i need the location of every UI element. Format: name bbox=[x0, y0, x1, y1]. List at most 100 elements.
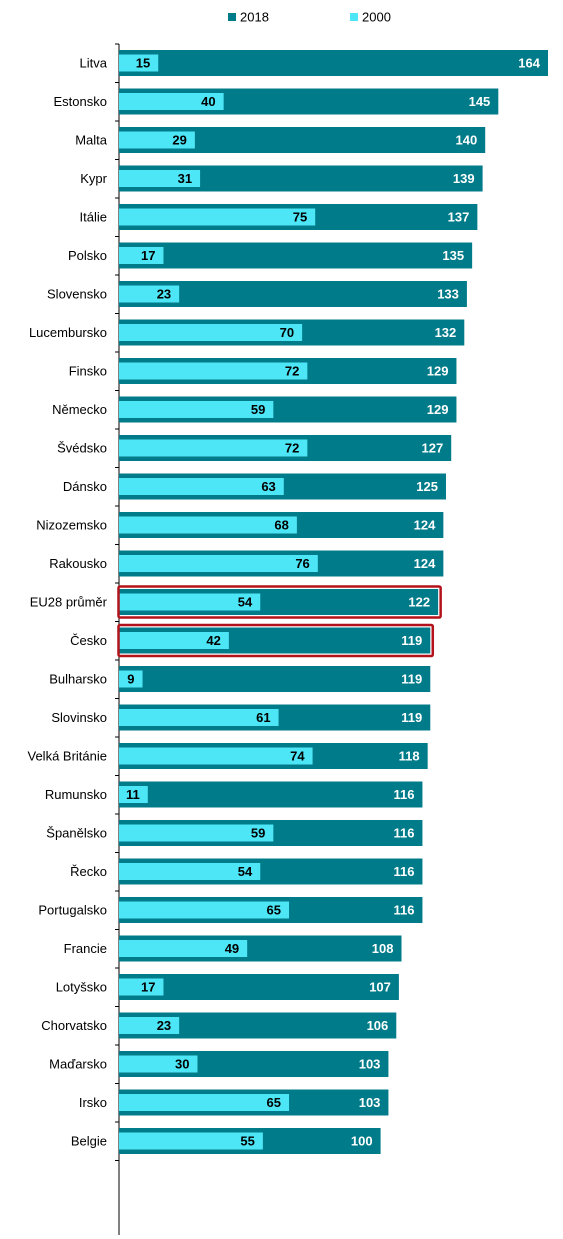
category-label-nemecko: Německo bbox=[52, 402, 107, 417]
category-label-litva: Litva bbox=[80, 56, 108, 71]
bar-2000-irsko bbox=[119, 1094, 290, 1111]
bar-2000-cesko bbox=[119, 632, 229, 649]
bar-2000-nemecko bbox=[119, 401, 274, 418]
highlight-frame-cesko bbox=[117, 623, 435, 658]
value-label-2000-irsko: 65 bbox=[267, 1095, 281, 1110]
value-label-2018-litva: 164 bbox=[518, 56, 540, 71]
value-label-2000-francie: 49 bbox=[225, 941, 239, 956]
value-label-2000-eu28-prumer: 54 bbox=[238, 595, 253, 610]
bars-group: 164 15 145 40 140 29 139 31 137 75 135 17 133 23 132 70… bbox=[119, 50, 548, 1154]
category-label-finsko: Finsko bbox=[69, 364, 107, 379]
highlight-frames bbox=[117, 585, 442, 658]
category-label-francie: Francie bbox=[64, 941, 107, 956]
category-label-velka-britanie: Velká Británie bbox=[28, 749, 108, 764]
value-label-2018-estonsko: 145 bbox=[469, 94, 491, 109]
category-label-cesko: Česko bbox=[70, 633, 107, 648]
value-label-2018-bulharsko: 119 bbox=[401, 672, 422, 687]
legend: 2018 2000 bbox=[228, 10, 391, 25]
value-label-2000-nemecko: 59 bbox=[251, 402, 265, 417]
value-label-2018-recko: 116 bbox=[393, 864, 414, 879]
bar-2000-rakousko bbox=[119, 555, 318, 572]
category-label-italie: Itálie bbox=[80, 210, 107, 225]
value-label-2000-madarsko: 30 bbox=[175, 1057, 189, 1072]
category-label-rakousko: Rakousko bbox=[49, 556, 107, 571]
category-labels: Litva Estonsko Malta Kypr Itálie Polsko Sloven… bbox=[28, 56, 108, 1149]
value-label-2000-bulharsko: 9 bbox=[127, 672, 134, 687]
bar-2000-slovensko bbox=[119, 285, 180, 303]
category-label-lucembursko: Lucembursko bbox=[29, 325, 107, 340]
value-label-2000-chorvatsko: 23 bbox=[157, 1018, 171, 1033]
value-label-2018-portugalsko: 116 bbox=[393, 903, 414, 918]
bar-2018-rumunsko bbox=[119, 781, 423, 808]
value-label-2018-svedsko: 127 bbox=[422, 441, 444, 456]
bar-2000-chorvatsko bbox=[119, 1017, 180, 1034]
bar-2018-bulharsko bbox=[119, 666, 431, 692]
value-label-2018-belgie: 100 bbox=[351, 1134, 373, 1149]
bar-2000-lotyssko bbox=[119, 978, 164, 996]
bar-2000-spanelsko bbox=[119, 824, 274, 842]
category-label-irsko: Irsko bbox=[79, 1095, 107, 1110]
bar-2000-rumunsko bbox=[119, 786, 148, 803]
legend-swatch-2018 bbox=[228, 13, 236, 21]
value-label-2018-finsko: 129 bbox=[427, 364, 449, 379]
bar-2018-litva bbox=[119, 50, 548, 76]
category-label-rumunsko: Rumunsko bbox=[45, 787, 107, 802]
category-label-polsko: Polsko bbox=[68, 248, 107, 263]
highlight-frame-eu28-prumer bbox=[117, 585, 442, 619]
value-label-2018-kypr: 139 bbox=[453, 171, 475, 186]
bar-2000-eu28-prumer bbox=[119, 593, 261, 611]
category-label-svedsko: Švédsko bbox=[57, 441, 107, 456]
category-label-nizozemsko: Nizozemsko bbox=[36, 518, 107, 533]
value-label-2000-litva: 15 bbox=[136, 56, 150, 71]
bar-2000-dansko bbox=[119, 478, 284, 495]
value-label-2018-slovensko: 133 bbox=[437, 287, 459, 302]
value-label-2018-irsko: 103 bbox=[359, 1095, 381, 1110]
legend-label-2000: 2000 bbox=[362, 10, 391, 25]
legend-swatch-2000 bbox=[350, 13, 358, 21]
value-label-2018-rumunsko: 116 bbox=[393, 787, 414, 802]
category-label-malta: Malta bbox=[75, 133, 108, 148]
category-label-madarsko: Maďarsko bbox=[49, 1057, 107, 1072]
bar-2000-slovinsko bbox=[119, 709, 279, 726]
bar-2018-polsko bbox=[119, 242, 473, 269]
value-label-2018-nizozemsko: 124 bbox=[414, 518, 436, 533]
value-label-2000-svedsko: 72 bbox=[285, 441, 299, 456]
bar-2000-polsko bbox=[119, 247, 164, 264]
value-label-2000-nizozemsko: 68 bbox=[274, 518, 288, 533]
value-label-2000-rumunsko: 11 bbox=[126, 787, 140, 802]
value-label-2018-rakousko: 124 bbox=[414, 556, 436, 571]
category-label-slovensko: Slovensko bbox=[47, 287, 107, 302]
value-label-2018-spanelsko: 116 bbox=[393, 826, 414, 841]
value-label-2000-velka-britanie: 74 bbox=[290, 749, 305, 764]
value-label-2000-polsko: 17 bbox=[141, 248, 155, 263]
value-label-2000-malta: 29 bbox=[172, 133, 186, 148]
category-label-lotyssko: Lotyšsko bbox=[56, 980, 107, 995]
value-label-2018-italie: 137 bbox=[448, 210, 470, 225]
value-label-2018-cesko: 119 bbox=[401, 633, 422, 648]
bar-2000-finsko bbox=[119, 362, 308, 380]
value-label-2000-belgie: 55 bbox=[240, 1134, 254, 1149]
bar-2000-nizozemsko bbox=[119, 516, 297, 534]
value-label-2018-madarsko: 103 bbox=[359, 1057, 381, 1072]
value-label-2018-eu28-prumer: 122 bbox=[408, 595, 430, 610]
category-label-spanelsko: Španělsko bbox=[46, 826, 107, 841]
category-label-belgie: Belgie bbox=[71, 1134, 107, 1149]
bar-2000-estonsko bbox=[119, 93, 224, 110]
value-label-2000-lucembursko: 70 bbox=[280, 325, 294, 340]
value-label-2000-portugalsko: 65 bbox=[267, 903, 281, 918]
bar-2000-bulharsko bbox=[119, 670, 143, 688]
bar-2000-velka-britanie bbox=[119, 747, 313, 765]
category-label-chorvatsko: Chorvatsko bbox=[41, 1018, 107, 1033]
value-label-2018-velka-britanie: 118 bbox=[399, 749, 420, 764]
bar-2000-francie bbox=[119, 940, 248, 957]
value-label-2000-italie: 75 bbox=[293, 210, 307, 225]
bar-2000-svedsko bbox=[119, 439, 308, 457]
value-label-2018-chorvatsko: 106 bbox=[367, 1018, 389, 1033]
value-label-2000-cesko: 42 bbox=[206, 633, 220, 648]
bar-2000-belgie bbox=[119, 1132, 263, 1150]
value-label-2018-nemecko: 129 bbox=[427, 402, 449, 417]
value-label-2000-lotyssko: 17 bbox=[141, 980, 155, 995]
category-label-recko: Řecko bbox=[70, 864, 107, 879]
value-label-2018-polsko: 135 bbox=[442, 248, 464, 263]
bar-2018-lotyssko bbox=[119, 974, 399, 1000]
